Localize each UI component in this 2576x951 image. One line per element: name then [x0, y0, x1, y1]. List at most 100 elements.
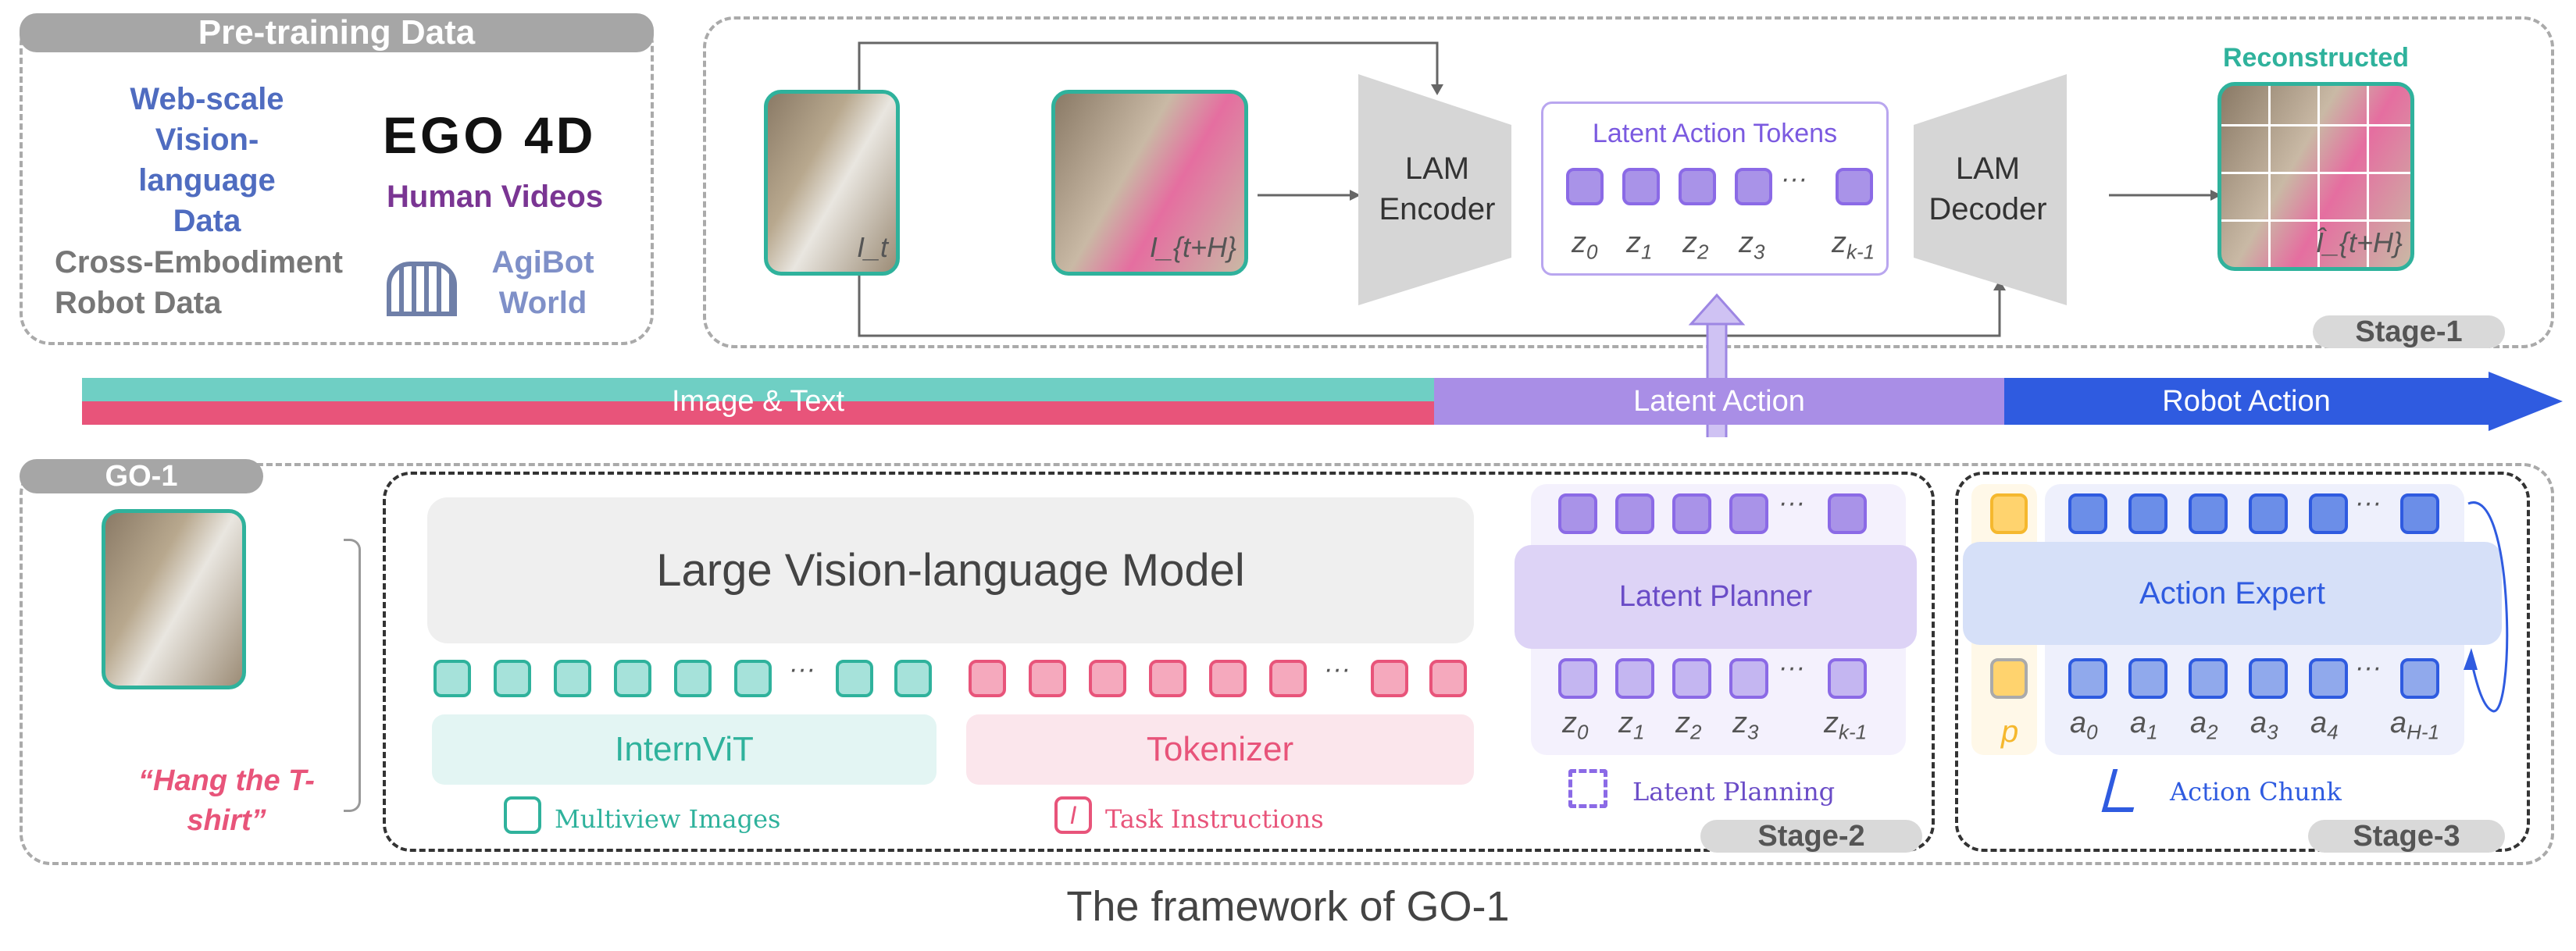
latent-token-input [1558, 658, 1597, 699]
text-token [1371, 660, 1408, 697]
action-token-output [2068, 493, 2107, 534]
action-token-output [2128, 493, 2167, 534]
vision-token [894, 660, 932, 697]
lvlm-box: Large Vision-language Model [427, 497, 1474, 643]
figure-caption: The framework of GO-1 [1066, 883, 1510, 930]
frame-ith-label: I_{t+H} [1149, 231, 1236, 263]
text-token [1429, 660, 1467, 697]
lam-decoder-label: LAM Decoder [1928, 151, 2047, 226]
z-label: z1 [1626, 226, 1653, 264]
action-token-input [2400, 658, 2439, 699]
stage3-badge: Stage-3 [2308, 820, 2505, 853]
task-instructions-label: Task Instructions [1105, 804, 1324, 834]
action-token-input [2249, 658, 2288, 699]
bracket [344, 539, 361, 812]
skip-arrow-bottom [858, 276, 2001, 337]
ellipsis: ··· [1779, 653, 1805, 682]
colosseum-icon [387, 262, 457, 316]
latent-action-tokens-box [1541, 102, 1889, 276]
z-label: z1 [1618, 707, 1645, 744]
z-label: z3 [1739, 226, 1765, 264]
web-scale-data-label: Web-scale Vision-language Data [130, 82, 284, 238]
a-label: a3 [2250, 707, 2278, 744]
ellipsis: ··· [2355, 488, 2382, 518]
latent-action-token [1735, 168, 1772, 205]
a-label: a2 [2190, 707, 2218, 744]
text-token [1089, 660, 1126, 697]
image-icon [504, 796, 541, 834]
vision-token [674, 660, 712, 697]
latent-action-bar: Latent Action [1434, 378, 2004, 425]
action-token-output [2189, 493, 2228, 534]
text-token [1209, 660, 1247, 697]
z-label: zk-1 [1824, 707, 1868, 744]
a-label: a4 [2310, 707, 2339, 744]
a-label: a1 [2130, 707, 2158, 744]
text-token [1269, 660, 1307, 697]
latent-token-output [1729, 493, 1768, 534]
ellipsis: ··· [1324, 654, 1350, 684]
stage2-badge: Stage-2 [1700, 820, 1922, 853]
action-token-output [2249, 493, 2288, 534]
agibot-world-label: AgiBot World [491, 245, 594, 320]
loop-arrow [2464, 501, 2509, 713]
lam-encoder-shape [1358, 74, 1511, 305]
proprio-token-output [1990, 493, 2028, 534]
ellipsis: ··· [1779, 488, 1805, 518]
vision-token [433, 660, 471, 697]
text-cursor-icon: I [1054, 796, 1092, 834]
z-label: z2 [1675, 707, 1702, 744]
latent-token-input [1672, 658, 1711, 699]
text-token [969, 660, 1006, 697]
proprio-label: p [2001, 714, 2019, 749]
tokenizer-box: Tokenizer [966, 714, 1474, 785]
latent-action-token [1679, 168, 1716, 205]
ellipsis: ··· [789, 654, 815, 684]
cross-embodiment-label: Cross-Embodiment Robot Data [55, 245, 343, 320]
z-label: z0 [1562, 707, 1589, 744]
ellipsis: ··· [1781, 164, 1807, 194]
image-text-bar [82, 378, 1434, 425]
latent-token-input [1615, 658, 1654, 699]
image-text-label: Image & Text [671, 384, 845, 418]
vision-token [836, 660, 873, 697]
action-token-input [2128, 658, 2167, 699]
action-expert-box: Action Expert [1963, 542, 2502, 645]
stage2-panel [383, 472, 1935, 852]
latent-action-token [1622, 168, 1660, 205]
instruction-text: “Hang the T-shirt” [138, 764, 315, 838]
latent-token-output [1672, 493, 1711, 534]
z-label: zk-1 [1832, 226, 1875, 264]
action-token-input [2068, 658, 2107, 699]
latent-planner-box: Latent Planner [1515, 545, 1917, 649]
frame-it-image: I_t [764, 90, 900, 276]
latent-action-tokens-title: Latent Action Tokens [1592, 119, 1838, 148]
stage1-panel [703, 16, 2554, 348]
a-label: aH-1 [2390, 707, 2440, 744]
latent-token-input [1828, 658, 1867, 699]
z-label: z2 [1682, 226, 1709, 264]
reconstructed-frame-label: Î_{t+H} [2315, 226, 2403, 258]
text-token [1029, 660, 1066, 697]
a-label: a0 [2070, 707, 2098, 744]
action-token-input [2189, 658, 2228, 699]
multiview-images-label: Multiview Images [555, 804, 781, 834]
reconstructed-label: Reconstructed [2222, 43, 2410, 73]
robot-action-arrow [2004, 372, 2563, 431]
go1-badge: GO-1 [20, 459, 263, 493]
latent-action-token [1566, 168, 1604, 205]
grid-overlay [2221, 86, 2410, 267]
action-chunk-label: Action Chunk [2170, 777, 2342, 807]
action-token-output [2400, 493, 2439, 534]
proprio-token-input [1990, 658, 2028, 699]
reconstructed-image: Î_{t+H} [2217, 82, 2414, 271]
stage1-badge: Stage-1 [2313, 315, 2505, 348]
lam-encoder-label: LAM Encoder [1379, 151, 1496, 226]
latent-token-output [1558, 493, 1597, 534]
stage3-panel [1955, 472, 2530, 852]
latent-action-token [1836, 168, 1873, 205]
human-videos-label: Human Videos [387, 180, 604, 214]
latent-token-input [1729, 658, 1768, 699]
vision-token [614, 660, 651, 697]
stage1-arrows [858, 41, 2221, 437]
